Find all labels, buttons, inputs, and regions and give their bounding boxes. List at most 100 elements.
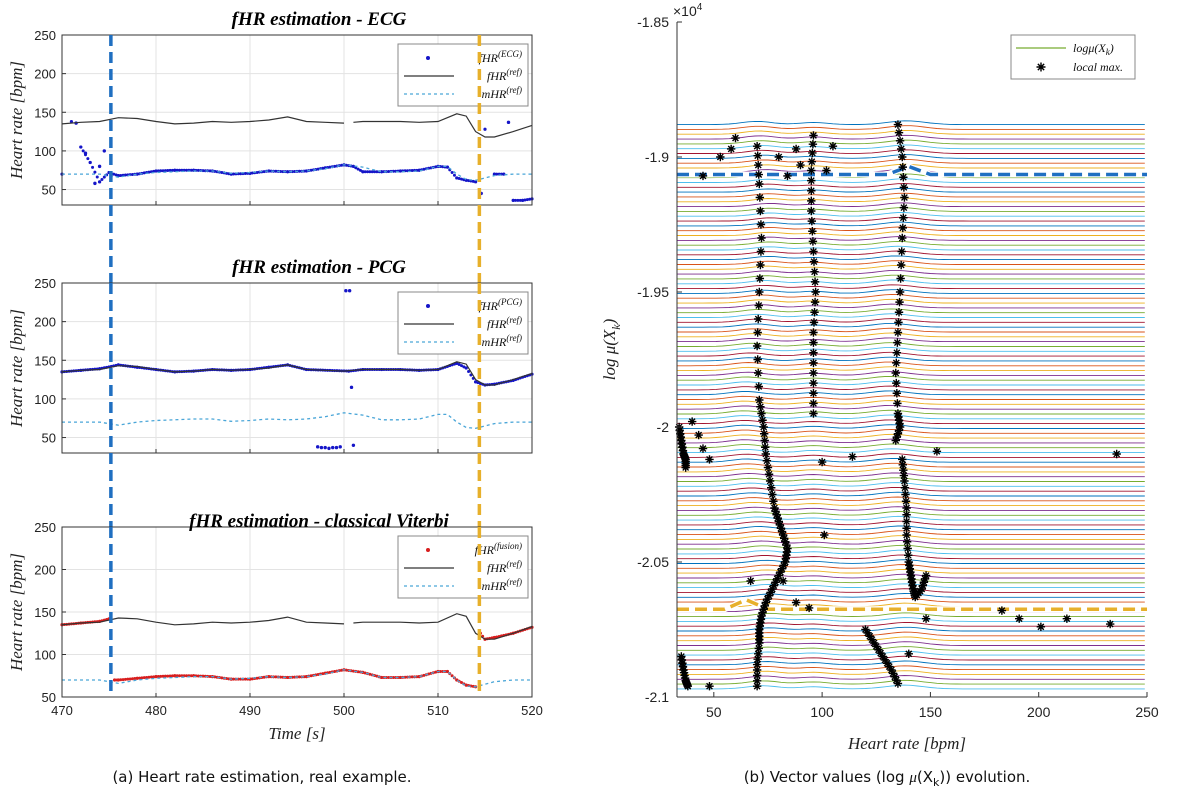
local-max	[782, 540, 791, 550]
legend-marker	[426, 548, 430, 552]
data-point	[208, 674, 212, 678]
data-point	[81, 149, 85, 153]
data-point	[131, 677, 134, 681]
data-point	[455, 176, 459, 180]
y-tick-label: 200	[34, 563, 56, 578]
data-point	[189, 674, 193, 678]
vector-curve	[677, 216, 1145, 222]
x-tick-label: 200	[1027, 704, 1051, 720]
vector-curve	[677, 380, 1145, 386]
local-max	[874, 645, 883, 654]
data-point	[173, 168, 177, 172]
local-max	[902, 524, 911, 533]
local-max	[761, 598, 771, 607]
data-point	[338, 445, 342, 449]
local-max	[754, 160, 763, 170]
local-max	[807, 157, 817, 166]
y-axis-label: Heart rate [bpm]	[7, 309, 26, 428]
local-max	[804, 603, 814, 613]
data-point	[351, 443, 356, 447]
legend: fHR(ECG)fHR(ref)mHR(ref)	[397, 43, 529, 107]
vector-curve	[677, 448, 1145, 454]
data-point	[113, 678, 117, 682]
local-max	[809, 131, 818, 140]
local-max	[894, 318, 903, 327]
data-point	[123, 677, 127, 681]
local-max	[683, 682, 693, 691]
vector-curve	[677, 231, 1145, 236]
vector-curve	[677, 366, 1145, 372]
legend-name: mHR	[482, 87, 507, 101]
vector-curve	[677, 125, 1145, 130]
data-point	[262, 675, 266, 679]
legend-box	[397, 43, 529, 107]
vector-curve	[677, 134, 1145, 140]
local-max	[809, 318, 819, 327]
vector-curve	[677, 139, 1145, 145]
data-point	[159, 674, 163, 678]
data-point	[170, 168, 174, 172]
data-point	[319, 445, 324, 450]
data-point	[344, 289, 348, 293]
y-axis-label-suffix: )	[600, 318, 619, 325]
data-point	[334, 445, 339, 450]
local-max	[753, 355, 762, 364]
y-tick-label: -2.05	[637, 554, 669, 570]
data-point	[196, 168, 200, 172]
local-max	[904, 551, 913, 560]
local-max	[756, 206, 765, 216]
local-max	[918, 581, 928, 590]
data-point	[243, 677, 247, 681]
local-max	[898, 223, 907, 233]
vector-curve	[677, 515, 1145, 521]
legend-label: fHR(ECG)	[479, 49, 522, 65]
data-point	[361, 170, 365, 174]
local-max	[810, 277, 820, 287]
subplot-title: fHR estimation - ECG	[232, 9, 407, 30]
data-point	[316, 167, 320, 171]
local-max	[791, 144, 801, 154]
local-max	[791, 598, 801, 607]
data-point	[128, 677, 132, 681]
local-max	[904, 649, 913, 658]
local-max	[807, 186, 816, 195]
legend-name: fHR	[487, 69, 507, 83]
data-point	[398, 675, 402, 680]
local-max	[752, 142, 762, 151]
local-max	[778, 530, 788, 540]
data-point	[267, 169, 271, 173]
local-max	[774, 571, 783, 580]
legend: fHR(PCG)fHR(ref)mHR(ref)	[397, 291, 529, 355]
local-max	[752, 660, 762, 669]
y-axis-label-prefix: log μ(X	[600, 329, 619, 380]
subplot-b: 50 100 150 200 250 -1.85 -1.9 -1.95 -2 -2.05 -2.1 ×…	[600, 2, 1159, 753]
vector-curve	[677, 236, 1145, 241]
legend: fHR(fusion)fHR(ref)mHR(ref)	[397, 535, 529, 599]
data-point	[398, 169, 402, 173]
vector-curve	[677, 631, 1145, 637]
data-point	[467, 369, 471, 373]
data-point	[196, 674, 200, 678]
vector-curve	[677, 641, 1145, 646]
data-point	[521, 198, 525, 202]
local-max	[894, 308, 904, 317]
legend-label: fHR(ref)	[487, 315, 522, 331]
data-point	[152, 675, 156, 679]
local-max	[746, 576, 755, 586]
vector-curve	[677, 197, 1145, 203]
local-max	[716, 152, 725, 162]
local-max	[756, 220, 766, 229]
local-max	[919, 578, 929, 587]
data-point	[154, 169, 158, 173]
subplot-title: fHR estimation - classical Viterbi	[189, 511, 449, 532]
stacked-curves	[677, 120, 1145, 690]
data-point	[154, 675, 158, 679]
x-tick-label: 470	[51, 703, 73, 718]
vector-curve	[677, 414, 1145, 420]
local-max	[897, 247, 906, 256]
local-max	[809, 338, 818, 347]
data-point	[460, 364, 463, 368]
data-point	[422, 167, 426, 171]
local-max	[893, 679, 903, 688]
vector-curve	[677, 265, 1145, 270]
